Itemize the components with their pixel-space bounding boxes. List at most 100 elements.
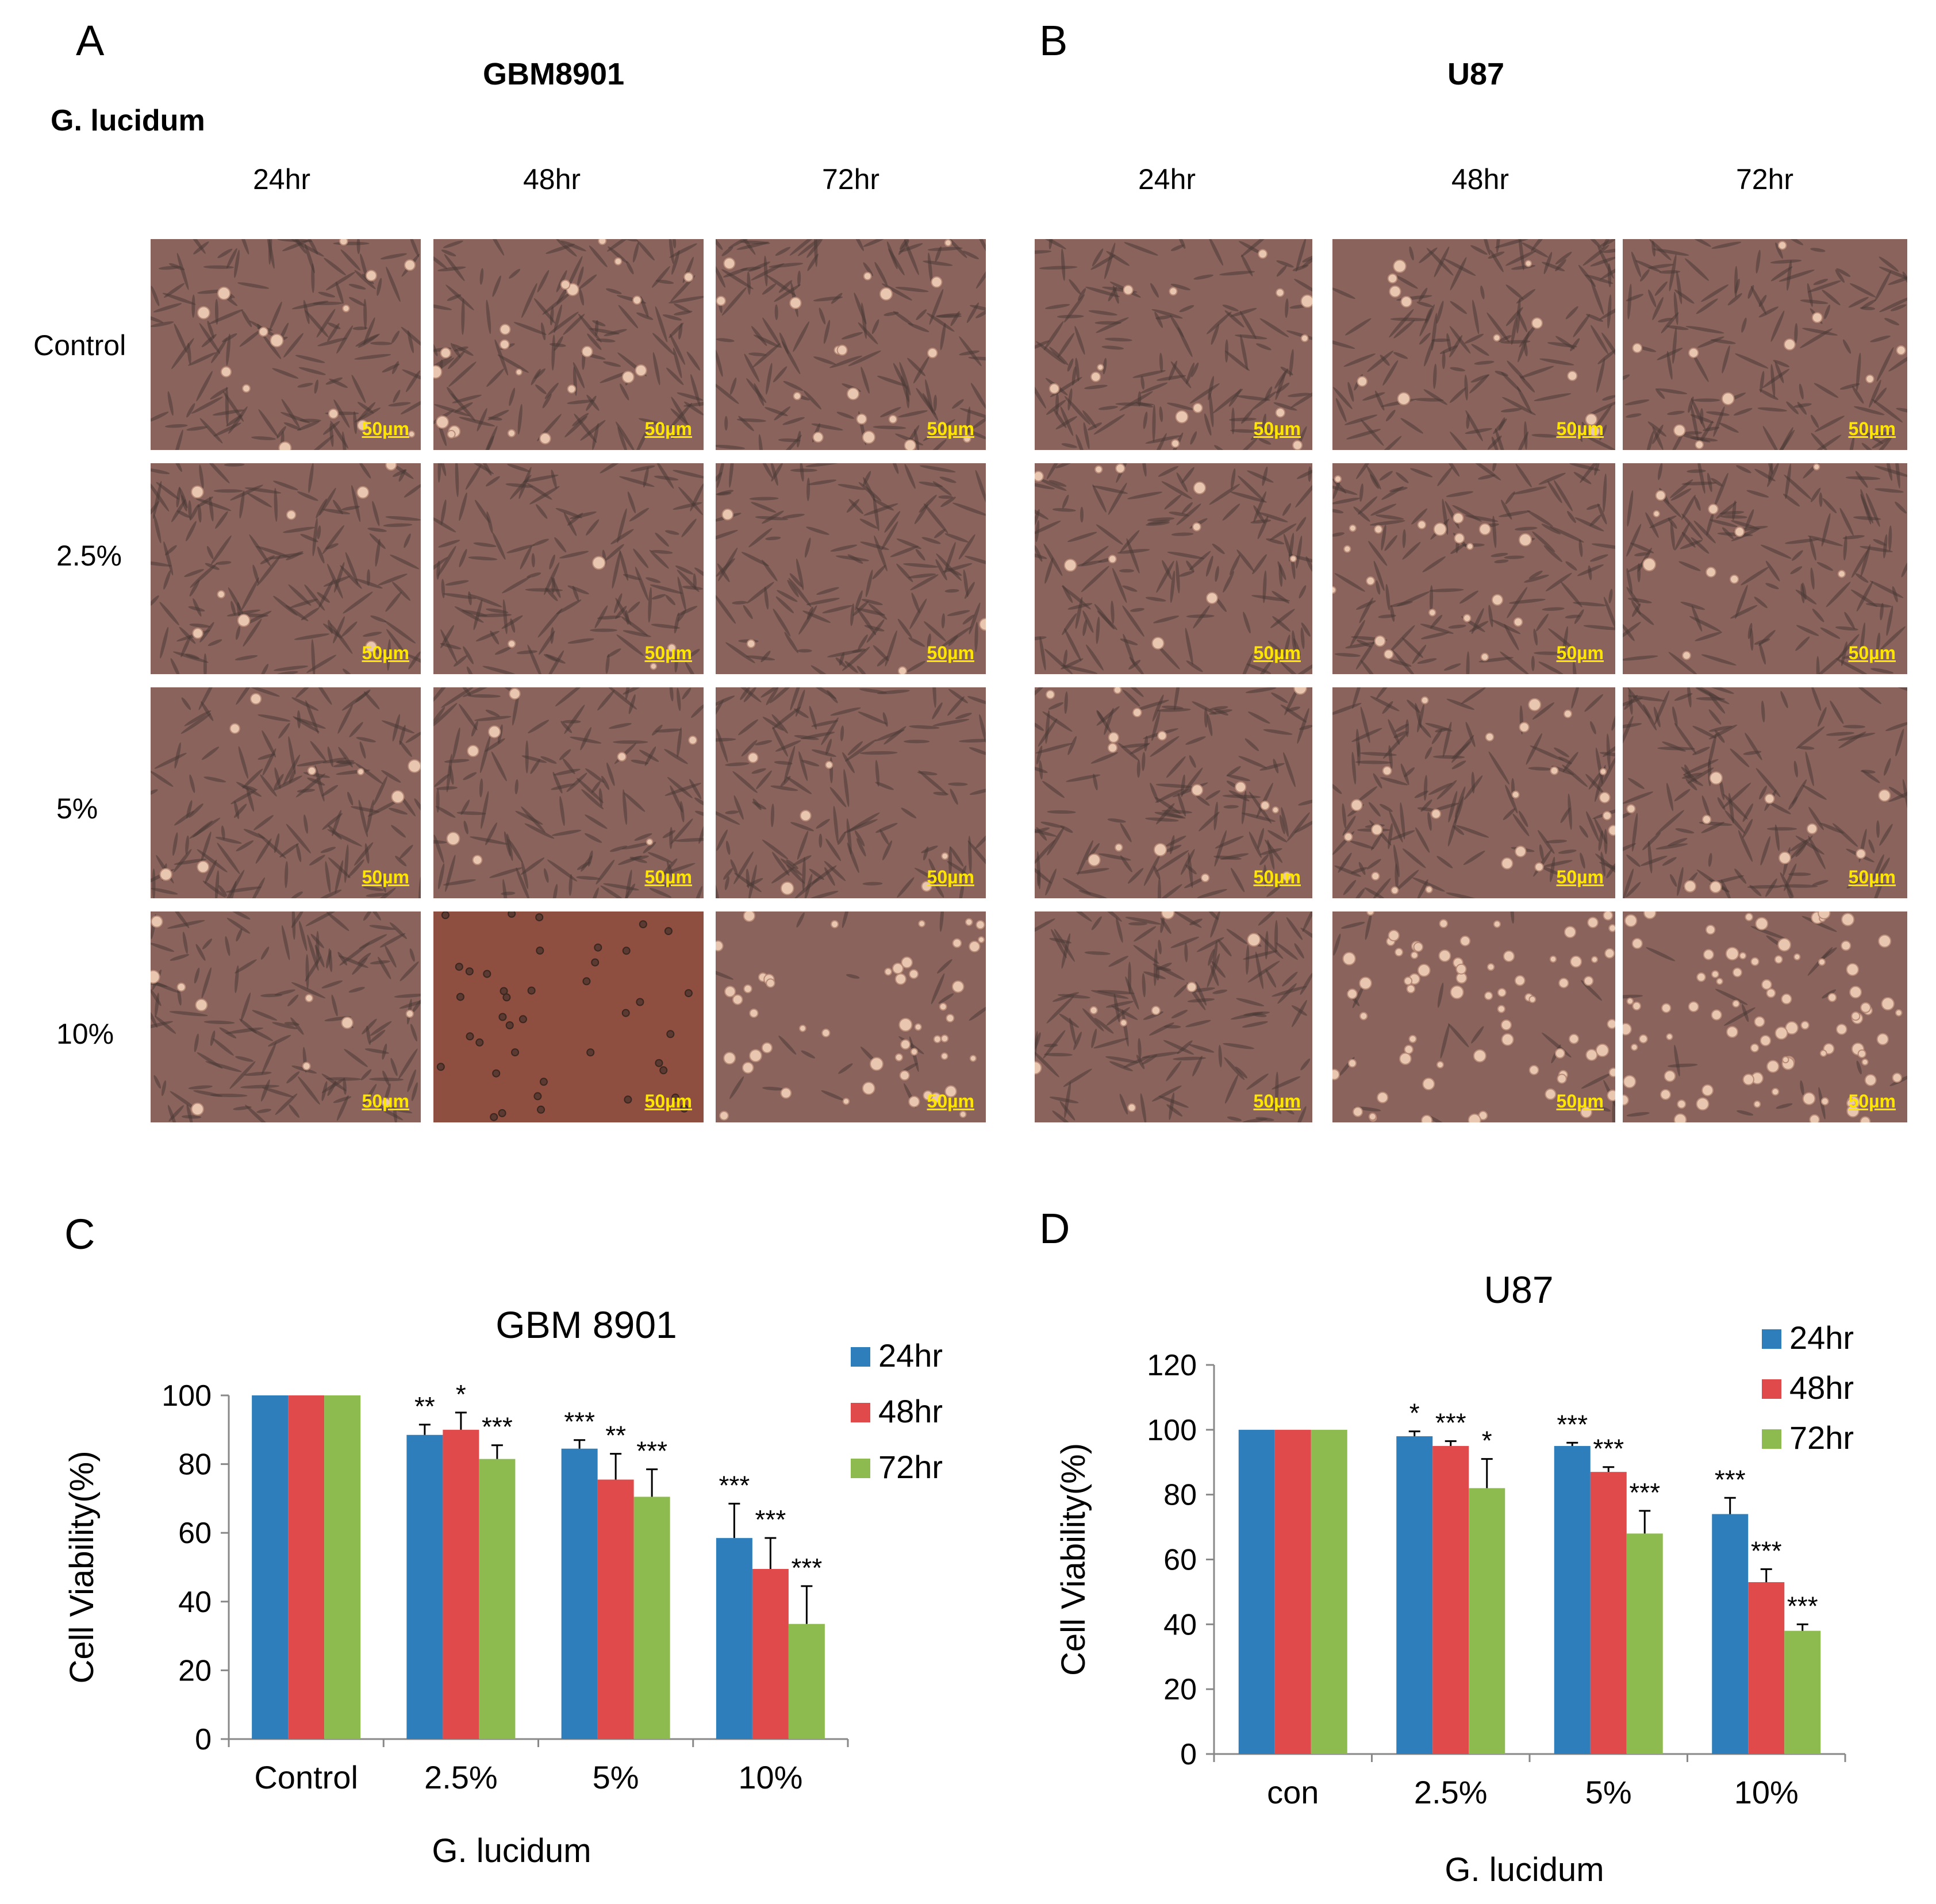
significance-label: *** — [1751, 1536, 1782, 1565]
panel-letter-a: A — [76, 17, 105, 64]
bar-72hr-5% — [1626, 1533, 1663, 1754]
scale-bar-label: 50µm — [1253, 418, 1301, 439]
x-tick-label: 2.5% — [1414, 1774, 1488, 1810]
y-tick-label: 20 — [1163, 1673, 1197, 1706]
micrograph-b-control-48hr: 50µm — [1332, 239, 1615, 450]
micrograph-a-10pct-72hr: 50µm — [716, 911, 986, 1122]
x-tick-label: 5% — [593, 1759, 639, 1795]
x-axis-title: G. lucidum — [432, 1832, 591, 1870]
chart-title: U87 — [1484, 1268, 1553, 1311]
y-tick-label: 60 — [178, 1517, 212, 1550]
significance-label: *** — [636, 1436, 667, 1466]
significance-label: *** — [1715, 1464, 1746, 1494]
scale-bar-label: 50µm — [1556, 867, 1604, 887]
legend-label-48hr: 48hr — [1789, 1370, 1854, 1406]
chart-title: GBM 8901 — [495, 1303, 677, 1346]
row-label-control: Control — [33, 329, 126, 361]
bar-24hr-5% — [1554, 1446, 1591, 1754]
bar-48hr-2.5% — [443, 1429, 479, 1739]
significance-label: ** — [414, 1391, 435, 1421]
legend-swatch-72hr — [851, 1459, 870, 1478]
panel-letter-c: C — [64, 1210, 95, 1258]
micrograph-a-2-5pct-72hr: 50µm — [716, 463, 986, 674]
x-axis-title: G. lucidum — [1445, 1851, 1604, 1888]
micrograph-b-control-24hr: 50µm — [1035, 239, 1312, 450]
y-axis-title: Cell Viability(%) — [1055, 1443, 1092, 1676]
x-tick-label: 2.5% — [424, 1759, 498, 1795]
scale-bar-label: 50µm — [1556, 418, 1604, 439]
micrograph-a-5pct-24hr: 50µm — [151, 687, 421, 898]
scale-bar-label: 50µm — [927, 643, 974, 663]
bar-24hr-2.5% — [1396, 1436, 1433, 1754]
x-tick-label: Control — [254, 1759, 358, 1795]
y-tick-label: 80 — [1163, 1479, 1197, 1512]
micrograph-b-10pct-24hr: 50µm — [1035, 911, 1312, 1122]
micrograph-b-2-5pct-48hr: 50µm — [1332, 463, 1615, 674]
bar-48hr-5% — [597, 1479, 634, 1739]
bar-48hr-con — [1274, 1429, 1311, 1754]
bar-24hr-con — [1238, 1429, 1275, 1754]
scale-bar-label: 50µm — [644, 643, 692, 663]
panel-b-title: U87 — [1447, 57, 1505, 91]
bar-72hr-10% — [788, 1624, 825, 1739]
header-b-24hr: 24hr — [1138, 163, 1196, 195]
scale-bar-label: 50µm — [927, 1091, 974, 1111]
y-tick-label: 120 — [1147, 1349, 1197, 1382]
micrograph-b-2-5pct-24hr: 50µm — [1035, 463, 1312, 674]
scale-bar-label: 50µm — [1556, 643, 1604, 663]
scale-bar-label: 50µm — [1848, 1091, 1896, 1111]
scale-bar-label: 50µm — [1848, 418, 1896, 439]
micrograph-a-10pct-24hr: 50µm — [151, 911, 421, 1122]
bar-72hr-Control — [324, 1395, 361, 1739]
header-b-72hr: 72hr — [1735, 163, 1794, 195]
x-tick-label: con — [1267, 1774, 1319, 1810]
scale-bar-label: 50µm — [1253, 643, 1301, 663]
bar-72hr-con — [1311, 1429, 1347, 1754]
bar-48hr-2.5% — [1432, 1446, 1469, 1754]
legend-label-72hr: 72hr — [1789, 1420, 1854, 1456]
bar-24hr-5% — [561, 1448, 598, 1739]
y-tick-label: 0 — [1180, 1738, 1197, 1771]
x-tick-label: 5% — [1585, 1774, 1632, 1810]
micrograph-a-10pct-48hr: 50µm — [433, 911, 704, 1122]
bar-72hr-10% — [1784, 1630, 1821, 1754]
scale-bar-label: 50µm — [1253, 1091, 1301, 1111]
micrograph-b-5pct-48hr: 50µm — [1332, 687, 1615, 898]
y-tick-label: 80 — [178, 1448, 212, 1482]
row-label-2-5: 2.5% — [56, 540, 122, 572]
micrograph-a-control-24hr: 50µm — [151, 239, 421, 450]
scale-bar-label: 50µm — [362, 867, 409, 887]
bar-48hr-10% — [752, 1568, 789, 1739]
micrograph-a-5pct-48hr: 50µm — [433, 687, 704, 898]
micrograph-a-control-72hr: 50µm — [716, 239, 986, 450]
scale-bar-label: 50µm — [1253, 867, 1301, 887]
header-a-24hr: 24hr — [252, 163, 311, 195]
bar-24hr-2.5% — [406, 1434, 443, 1739]
panel-a-title: GBM8901 — [483, 57, 625, 91]
bar-24hr-10% — [1712, 1514, 1749, 1754]
significance-label: *** — [1593, 1434, 1624, 1464]
scale-bar-label: 50µm — [1556, 1091, 1604, 1111]
bar-48hr-Control — [288, 1395, 325, 1739]
scale-bar-label: 50µm — [644, 867, 692, 887]
scale-bar-label: 50µm — [362, 1091, 409, 1111]
micrograph-a-2-5pct-24hr: 50µm — [151, 463, 421, 674]
bar-72hr-5% — [633, 1497, 670, 1739]
x-tick-label: 10% — [1734, 1774, 1799, 1810]
significance-label: *** — [1557, 1409, 1588, 1439]
micrograph-b-10pct-48hr: 50µm — [1332, 911, 1615, 1122]
legend-label-24hr: 24hr — [878, 1337, 943, 1374]
significance-label: *** — [482, 1412, 513, 1442]
legend-label-24hr: 24hr — [1789, 1320, 1854, 1356]
bar-48hr-10% — [1748, 1582, 1785, 1754]
significance-label: * — [456, 1379, 466, 1409]
y-tick-label: 100 — [162, 1379, 212, 1413]
y-tick-label: 0 — [195, 1723, 212, 1756]
micrograph-b-5pct-72hr: 50µm — [1623, 687, 1907, 898]
scale-bar-label: 50µm — [927, 867, 974, 887]
micrograph-b-10pct-72hr: 50µm — [1623, 911, 1907, 1122]
significance-label: *** — [755, 1505, 786, 1534]
scale-bar-label: 50µm — [644, 418, 692, 439]
bar-24hr-Control — [252, 1395, 289, 1739]
